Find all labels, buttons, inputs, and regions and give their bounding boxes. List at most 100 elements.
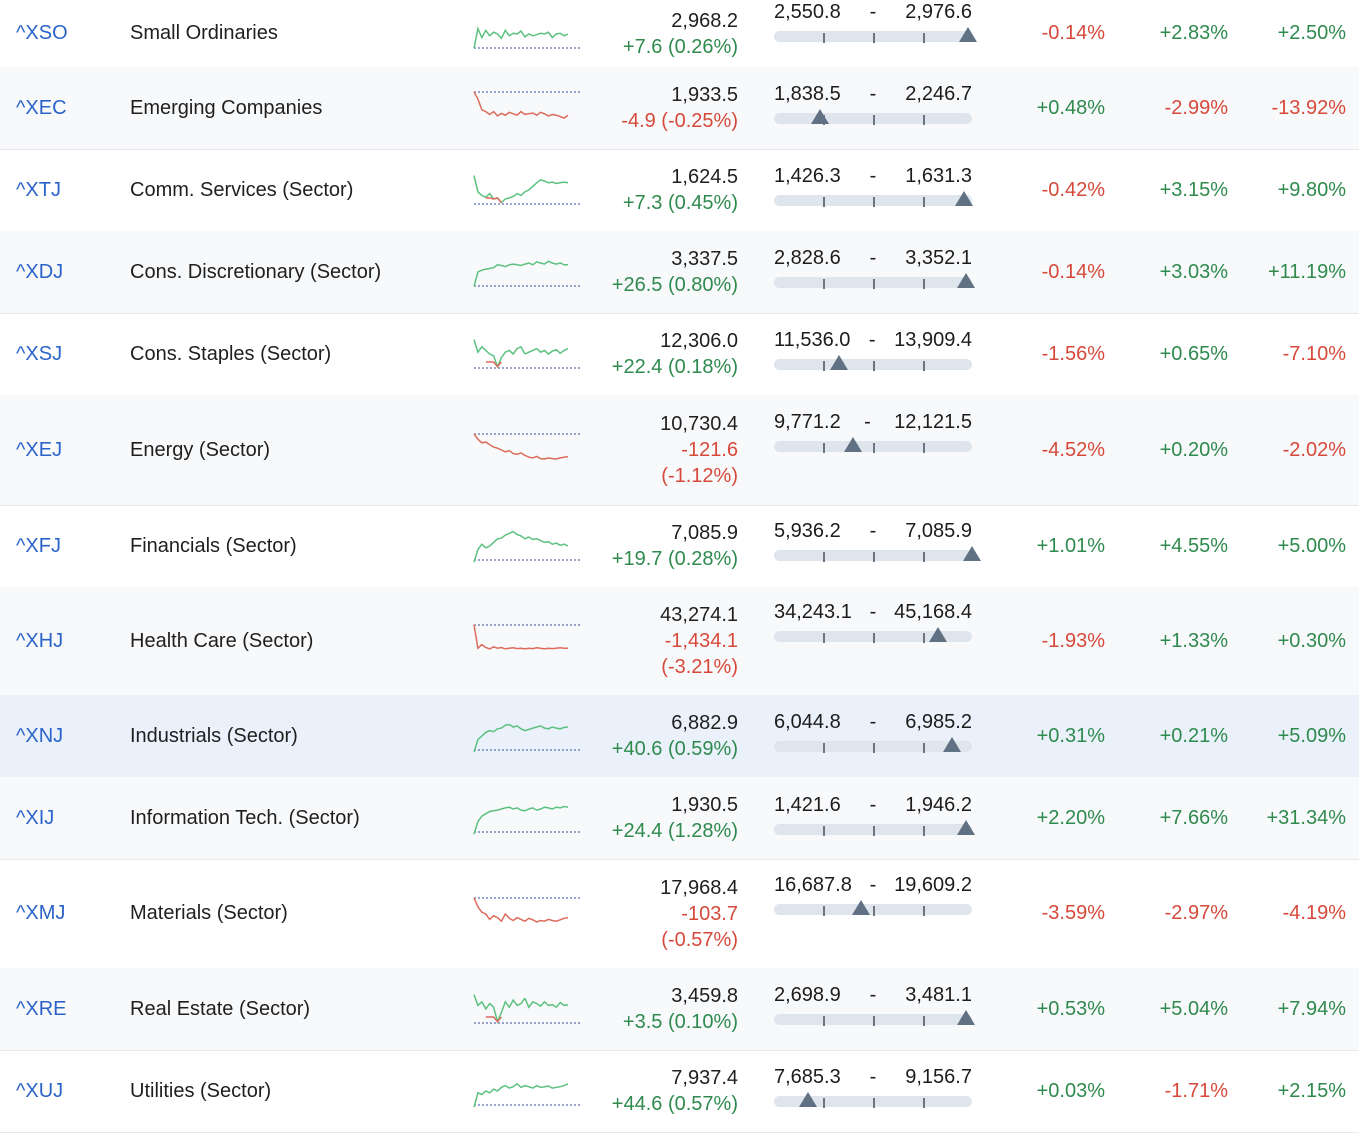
range-tick	[823, 197, 825, 207]
range-low: 11,536.0	[774, 329, 851, 351]
range-tick	[873, 906, 875, 916]
range-bar	[774, 113, 972, 125]
range-bar	[774, 277, 972, 289]
range-labels: 2,698.9 - 3,481.1	[774, 984, 972, 1007]
range-low: 2,698.9	[774, 984, 841, 1006]
sparkline-chart	[473, 530, 580, 563]
percent-p1: +0.53%	[1036, 997, 1105, 1020]
range-separator: -	[864, 411, 871, 433]
range-bar	[774, 195, 972, 207]
sparkline-chart	[473, 896, 580, 923]
range-high: 1,946.2	[905, 794, 972, 816]
symbol-link[interactable]: ^XSJ	[16, 342, 63, 365]
percent-p1: +0.31%	[1036, 724, 1105, 747]
last-price: 3,337.5	[671, 248, 738, 270]
table-row[interactable]: ^XEJ Energy (Sector) 10,730.4 -121.6 (-1.12%…	[0, 395, 1359, 506]
price-cell: 1,624.5 +7.3 (0.45%)	[590, 149, 738, 231]
range-separator: -	[869, 165, 877, 187]
symbol-link[interactable]: ^XTJ	[16, 178, 61, 201]
table-row[interactable]: ^XNJ Industrials (Sector) 6,882.9 +40.6 (0.…	[0, 695, 1359, 778]
last-price: 7,085.9	[671, 522, 738, 544]
percent-p3: +9.80%	[1277, 178, 1346, 201]
sparkline-chart	[473, 1082, 580, 1108]
range-tick	[873, 443, 875, 453]
sparkline-series	[473, 897, 569, 923]
range-tick	[823, 743, 825, 753]
sparkline-series	[473, 1082, 569, 1108]
range-separator: -	[869, 601, 877, 623]
price-change: +22.4 (0.18%)	[611, 356, 738, 378]
sparkline	[472, 587, 582, 695]
range-tick	[923, 1098, 925, 1108]
table-row[interactable]: ^XFJ Financials (Sector) 7,085.9 +19.7 (0.2…	[0, 505, 1359, 588]
price-cell: 43,274.1 -1,434.1 (-3.21%)	[590, 587, 738, 695]
day-range: 9,771.2 - 12,121.5	[774, 395, 984, 505]
sparkline-series	[473, 25, 569, 49]
table-row[interactable]: ^XHJ Health Care (Sector) 43,274.1 -1,434.1…	[0, 587, 1359, 696]
range-tick	[923, 361, 925, 371]
price-change: -103.7	[681, 902, 738, 925]
index-name: Health Care (Sector)	[130, 629, 314, 652]
sparkline	[472, 777, 582, 859]
range-high: 2,246.7	[905, 83, 972, 105]
sparkline-series	[473, 805, 569, 835]
table-row[interactable]: ^XMJ Materials (Sector) 17,968.4 -103.7 (-0.…	[0, 859, 1359, 969]
range-low: 2,550.8	[774, 1, 841, 23]
symbol-link[interactable]: ^XEC	[16, 96, 67, 119]
price-cell: 7,085.9 +19.7 (0.28%)	[590, 505, 738, 587]
range-bar	[774, 359, 972, 371]
sparkline	[472, 149, 582, 231]
range-separator: -	[869, 247, 877, 269]
day-range: 16,687.8-19,609.2	[774, 859, 984, 968]
range-high: 19,609.2	[894, 874, 972, 896]
table-row[interactable]: ^XSJ Cons. Staples (Sector) 12,306.0 +22.4 …	[0, 313, 1359, 396]
price-change-percent: (-0.57%)	[661, 928, 738, 951]
range-tick	[923, 552, 925, 562]
symbol-link[interactable]: ^XUJ	[16, 1079, 64, 1102]
symbol-link[interactable]: ^XIJ	[16, 806, 55, 829]
range-high: 3,352.1	[905, 247, 972, 269]
table-row[interactable]: ^XDJ Cons. Discretionary (Sector) 3,337.5 +…	[0, 231, 1359, 314]
day-range: 7,685.3 - 9,156.7	[774, 1050, 984, 1132]
percent-p1: -0.14%	[1041, 260, 1105, 283]
sparkline-chart	[473, 91, 580, 119]
range-tick	[823, 361, 825, 371]
sparkline	[472, 695, 582, 777]
sparkline-chart	[473, 723, 580, 753]
symbol-link[interactable]: ^XHJ	[16, 629, 64, 652]
sparkline-series	[485, 197, 502, 204]
symbol-link[interactable]: ^XNJ	[16, 724, 64, 747]
symbol-link[interactable]: ^XDJ	[16, 260, 64, 283]
range-bar	[774, 1096, 972, 1108]
percent-p3: +5.00%	[1277, 534, 1346, 557]
range-tick	[823, 826, 825, 836]
symbol-link[interactable]: ^XRE	[16, 997, 67, 1020]
range-high: 12,121.5	[894, 411, 972, 433]
table-row[interactable]: ^XIJ Information Tech. (Sector) 1,930.5 +24…	[0, 777, 1359, 860]
index-name: Energy (Sector)	[130, 438, 271, 461]
range-tick	[873, 633, 875, 643]
range-tick	[823, 33, 825, 43]
range-low: 6,044.8	[774, 711, 841, 733]
range-tick	[823, 633, 825, 643]
range-labels: 6,044.8 - 6,985.2	[774, 711, 972, 734]
table-row[interactable]: ^XSO Small Ordinaries 2,968.2 +7.6 (0.26%) 2…	[0, 0, 1359, 68]
table-row[interactable]: ^XRE Real Estate (Sector) 3,459.8 +3.5 (0.1…	[0, 968, 1359, 1051]
percent-p2: +5.04%	[1159, 997, 1228, 1020]
percent-p2: -2.99%	[1164, 96, 1228, 119]
price-cell: 2,968.2 +7.6 (0.26%)	[590, 0, 738, 67]
range-bar	[774, 1014, 972, 1026]
percent-p2: -1.71%	[1164, 1079, 1228, 1102]
symbol-link[interactable]: ^XSO	[16, 22, 68, 44]
sparkline-series	[485, 361, 502, 368]
range-bar	[774, 31, 972, 43]
percent-p3: -4.19%	[1282, 902, 1346, 924]
sparkline-chart	[473, 994, 580, 1024]
symbol-link[interactable]: ^XFJ	[16, 534, 61, 557]
table-row[interactable]: ^XUJ Utilities (Sector) 7,937.4 +44.6 (0.57…	[0, 1050, 1359, 1133]
price-change: -1,434.1	[664, 630, 738, 652]
table-row[interactable]: ^XTJ Comm. Services (Sector) 1,624.5 +7.3 (…	[0, 149, 1359, 232]
symbol-link[interactable]: ^XEJ	[16, 438, 63, 461]
table-row[interactable]: ^XEC Emerging Companies 1,933.5 -4.9 (-0.25…	[0, 67, 1359, 150]
symbol-link[interactable]: ^XMJ	[16, 902, 66, 924]
